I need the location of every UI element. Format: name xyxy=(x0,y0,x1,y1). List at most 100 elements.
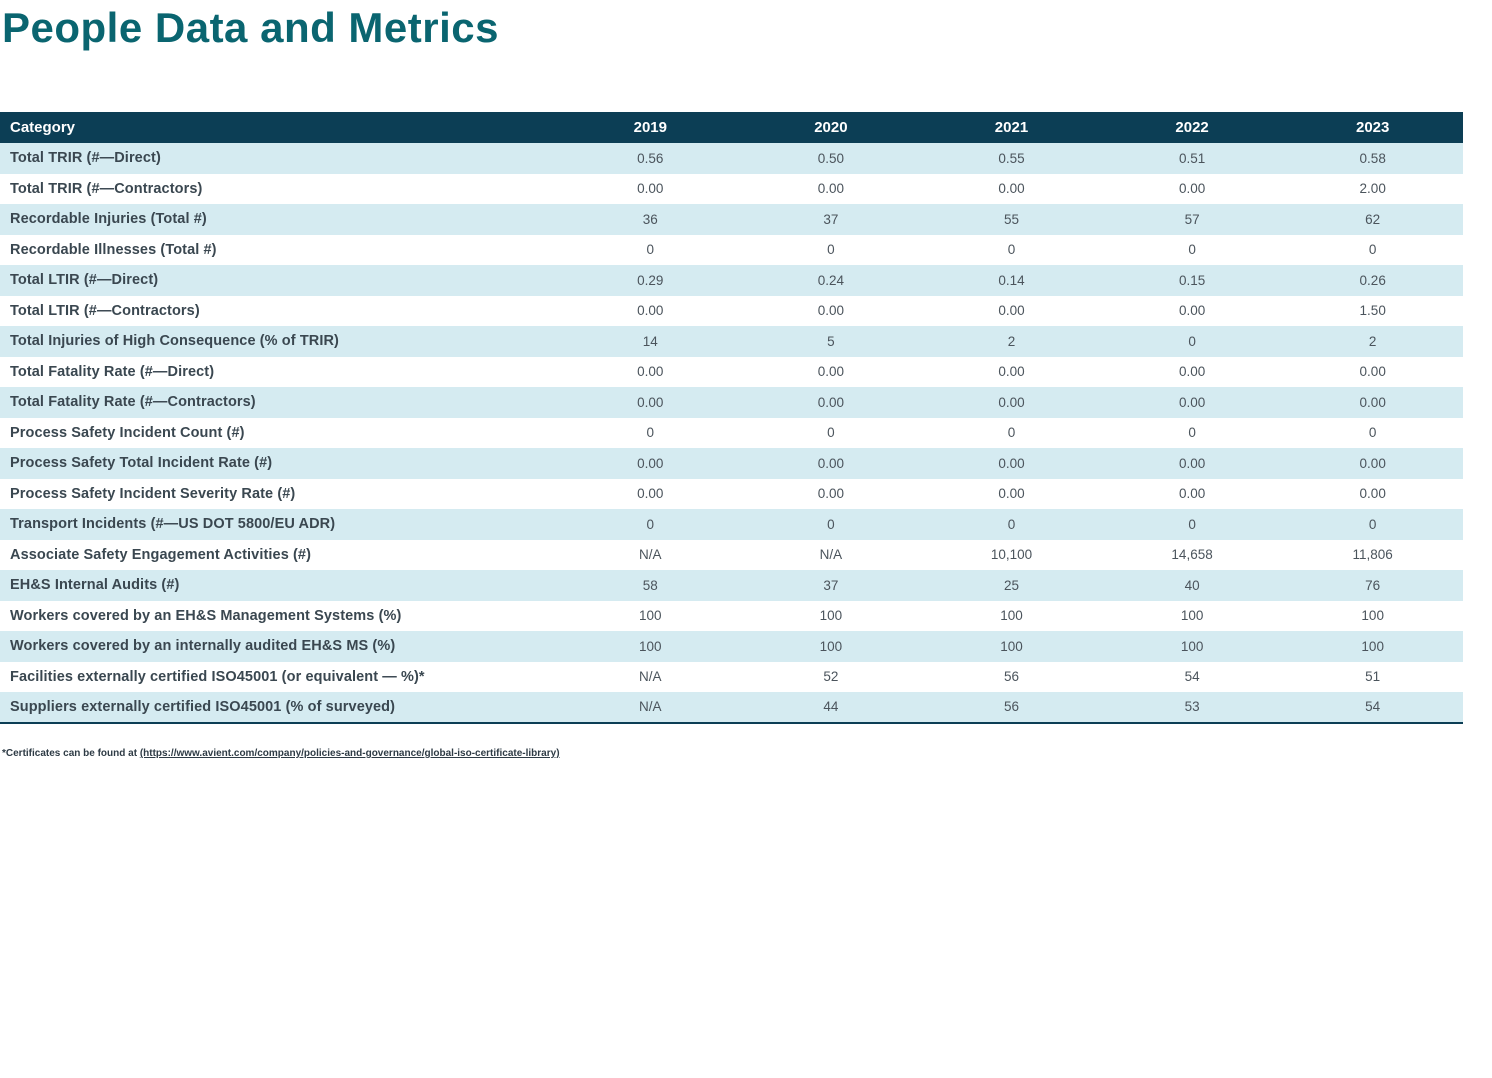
cell-value: 0.24 xyxy=(817,272,845,288)
row-category-label: Facilities externally certified ISO45001… xyxy=(10,668,425,685)
cell-value: 0.55 xyxy=(998,150,1025,166)
table-row: Total LTIR (#—Contractors) 0.00 0.00 0.00 0.… xyxy=(0,295,1463,326)
row-category-label: Associate Safety Engagement Activities (… xyxy=(10,546,312,563)
row-category-label: Recordable Injuries (Total #) xyxy=(10,211,207,228)
cell-value: N/A xyxy=(639,547,662,563)
cell-value: N/A xyxy=(639,669,662,685)
cell-value: 54 xyxy=(1184,669,1200,685)
row-category-label: Recordable Illnesses (Total #) xyxy=(10,241,217,258)
table-row: Process Safety Incident Severity Rate (#… xyxy=(0,478,1463,509)
cell-value: 76 xyxy=(1365,577,1381,593)
column-header-2021: 2021 xyxy=(921,112,1102,143)
cell-value: 0.00 xyxy=(1178,486,1206,502)
table-row: Workers covered by an internally audited… xyxy=(0,631,1463,662)
table-row: Total LTIR (#—Direct) 0.29 0.24 0.14 0.15 0.2… xyxy=(0,265,1463,296)
row-category-label: Process Safety Incident Count (#) xyxy=(10,424,245,441)
cell-value: 0 xyxy=(1188,333,1196,349)
cell-value: 0.00 xyxy=(998,455,1025,471)
cell-value: 54 xyxy=(1365,699,1381,715)
cell-value: 0.00 xyxy=(817,455,845,471)
cell-value: 100 xyxy=(639,638,662,654)
table-row: Total Fatality Rate (#—Contractors) 0.00 0… xyxy=(0,387,1463,418)
cell-value: 0.56 xyxy=(637,150,664,166)
row-category-label: Total Injuries of High Consequence (% of… xyxy=(10,333,339,350)
cell-value: 37 xyxy=(823,211,839,227)
cell-value: 0 xyxy=(1368,516,1377,532)
people-metrics-table: Category 2019 2020 2021 2022 2023 Total … xyxy=(0,112,1463,724)
cell-value: 0.00 xyxy=(637,303,664,319)
row-category-label: Process Safety Total Incident Rate (#) xyxy=(10,455,273,472)
table-row: Total TRIR (#—Direct) 0.56 0.50 0.55 0.51 0.5… xyxy=(0,143,1463,174)
cell-value: 0.00 xyxy=(998,181,1025,197)
cell-value: 0.00 xyxy=(1359,394,1386,410)
row-category-label: Process Safety Incident Severity Rate (#… xyxy=(10,485,296,502)
row-category-label: Transport Incidents (#—US DOT 5800/EU AD… xyxy=(10,516,336,533)
cell-value: 0.00 xyxy=(1178,364,1206,380)
row-category-label: Total LTIR (#—Direct) xyxy=(10,272,159,289)
cell-value: 0 xyxy=(1007,516,1016,532)
cell-value: N/A xyxy=(639,699,662,715)
certificate-library-link[interactable]: (https://www.avient.com/company/policies… xyxy=(139,748,560,759)
cell-value: 0.00 xyxy=(817,486,845,502)
cell-value: 57 xyxy=(1184,211,1200,227)
table-row: Suppliers externally certified ISO45001 … xyxy=(0,692,1463,723)
table-header: Category 2019 2020 2021 2022 2023 xyxy=(0,112,1463,143)
table-row: Workers covered by an EH&S Management Sy… xyxy=(0,600,1463,631)
table-row: Total Fatality Rate (#—Direct) 0.00 0.00 0.… xyxy=(0,356,1463,387)
column-header-category: Category xyxy=(0,112,560,143)
table-body: Total TRIR (#—Direct) 0.56 0.50 0.55 0.51 0.5… xyxy=(0,143,1463,723)
row-category-label: Workers covered by an internally audited… xyxy=(10,638,396,655)
cell-value: 0.00 xyxy=(817,303,845,319)
cell-value: 0.00 xyxy=(817,181,845,197)
cell-value: 0 xyxy=(827,242,835,258)
cell-value: 14 xyxy=(642,333,658,349)
cell-value: 100 xyxy=(1180,638,1204,654)
cell-value: 0.00 xyxy=(1359,455,1386,471)
cell-value: 0.00 xyxy=(1178,455,1206,471)
cell-value: 0 xyxy=(1368,425,1377,441)
row-category-label: Total Fatality Rate (#—Direct) xyxy=(10,363,215,380)
cell-value: 11,806 xyxy=(1352,547,1393,563)
cell-value: 0.00 xyxy=(998,486,1025,502)
column-header-2019: 2019 xyxy=(560,112,741,143)
cell-value: 0 xyxy=(1007,425,1016,441)
cell-value: 0 xyxy=(827,425,835,441)
column-header-2022: 2022 xyxy=(1101,112,1283,143)
cell-value: 44 xyxy=(823,699,839,715)
cell-value: 0.50 xyxy=(817,150,845,166)
cell-value: 100 xyxy=(639,608,662,624)
cell-value: 0.00 xyxy=(1178,181,1206,197)
cell-value: 0 xyxy=(1007,242,1016,258)
row-category-label: Total TRIR (#—Contractors) xyxy=(10,180,203,197)
table-row: Facilities externally certified ISO45001… xyxy=(0,661,1463,692)
cell-value: 0 xyxy=(827,516,835,532)
table-row: Transport Incidents (#—US DOT 5800/EU AD… xyxy=(0,509,1463,540)
cell-value: 14,658 xyxy=(1171,547,1213,563)
table-row: Total TRIR (#—Contractors) 0.00 0.00 0.00 0.… xyxy=(0,173,1463,204)
cell-value: 2 xyxy=(1368,333,1377,349)
cell-value: 52 xyxy=(823,669,839,685)
cell-value: 100 xyxy=(819,608,843,624)
cell-value: 36 xyxy=(642,211,658,227)
cell-value: 0.51 xyxy=(1178,150,1206,166)
cell-value: 100 xyxy=(1361,608,1384,624)
cell-value: N/A xyxy=(819,547,843,563)
cell-value: 0 xyxy=(646,242,655,258)
cell-value: 58 xyxy=(642,577,658,593)
cell-value: 56 xyxy=(1003,669,1019,685)
cell-value: 0 xyxy=(646,516,655,532)
cell-value: 0.00 xyxy=(637,181,664,197)
cell-value: 100 xyxy=(1361,638,1384,654)
cell-value: 100 xyxy=(1180,608,1204,624)
cell-value: 0.00 xyxy=(1359,364,1386,380)
cell-value: 0.00 xyxy=(998,364,1025,380)
cell-value: 0.00 xyxy=(817,364,845,380)
cell-value: 56 xyxy=(1003,699,1019,715)
row-category-label: Total Fatality Rate (#—Contractors) xyxy=(10,394,256,411)
cell-value: 0 xyxy=(1368,242,1377,258)
cell-value: 2.00 xyxy=(1359,181,1386,197)
cell-value: 0.58 xyxy=(1359,150,1386,166)
cell-value: 0.00 xyxy=(817,394,845,410)
cell-value: 0.26 xyxy=(1359,272,1386,288)
cell-value: 0.14 xyxy=(998,272,1025,288)
